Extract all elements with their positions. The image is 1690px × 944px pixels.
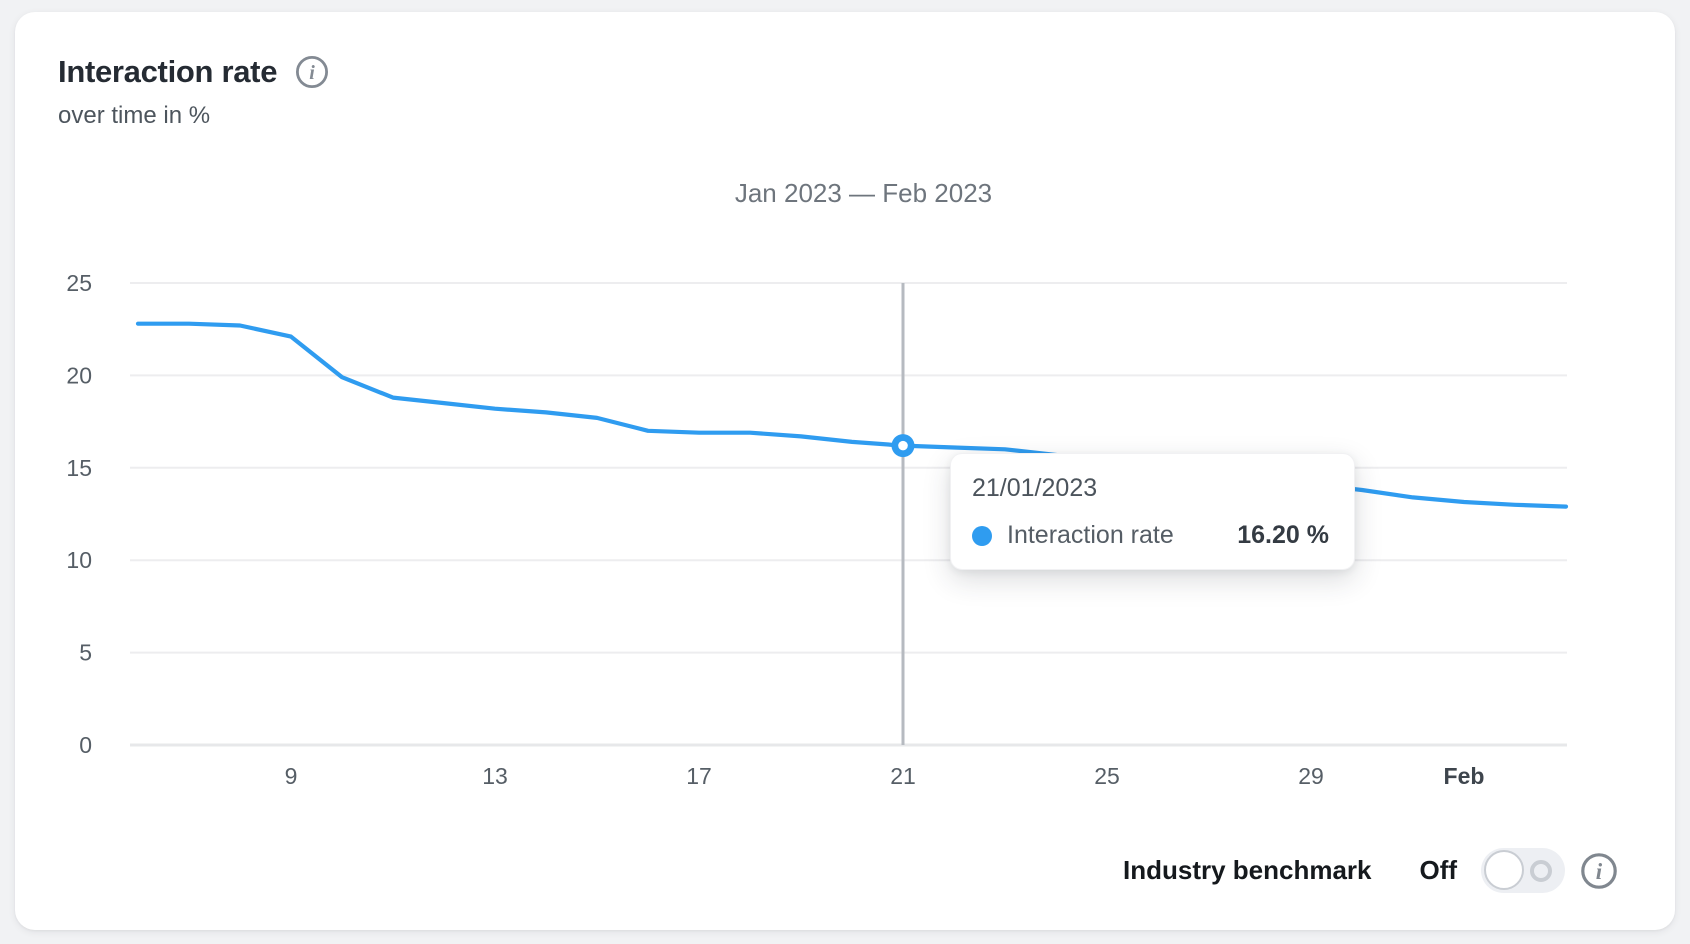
- page-title: Interaction rate: [58, 54, 278, 89]
- interaction-rate-card: Interaction rate i over time in % Jan 20…: [15, 12, 1675, 930]
- benchmark-label: Industry benchmark: [1123, 855, 1372, 885]
- industry-benchmark-control: Industry benchmark Off i: [1123, 848, 1619, 893]
- card-header: Interaction rate i over time in %: [58, 54, 329, 130]
- tooltip-value: 16.20 %: [1237, 521, 1329, 549]
- tooltip-series-label: Interaction rate: [1007, 521, 1174, 549]
- benchmark-toggle[interactable]: [1481, 848, 1566, 893]
- svg-text:i: i: [1596, 859, 1603, 884]
- benchmark-state-label: Off: [1419, 855, 1458, 885]
- chart-date-range-title: Jan 2023 — Feb 2023: [734, 178, 993, 208]
- toggle-on-ring-icon: [1530, 859, 1553, 882]
- tooltip-date: 21/01/2023: [972, 474, 1098, 502]
- benchmark-info-icon[interactable]: i: [1579, 851, 1619, 891]
- series-dot-icon: [972, 525, 992, 546]
- chart-subtitle: over time in %: [58, 102, 211, 129]
- svg-text:i: i: [309, 62, 315, 84]
- toggle-knob[interactable]: [1484, 850, 1525, 890]
- highlight-marker[interactable]: [891, 434, 915, 458]
- chart-tooltip: 21/01/2023 Interaction rate 16.20 %: [950, 453, 1355, 570]
- title-info-icon[interactable]: i: [295, 55, 329, 89]
